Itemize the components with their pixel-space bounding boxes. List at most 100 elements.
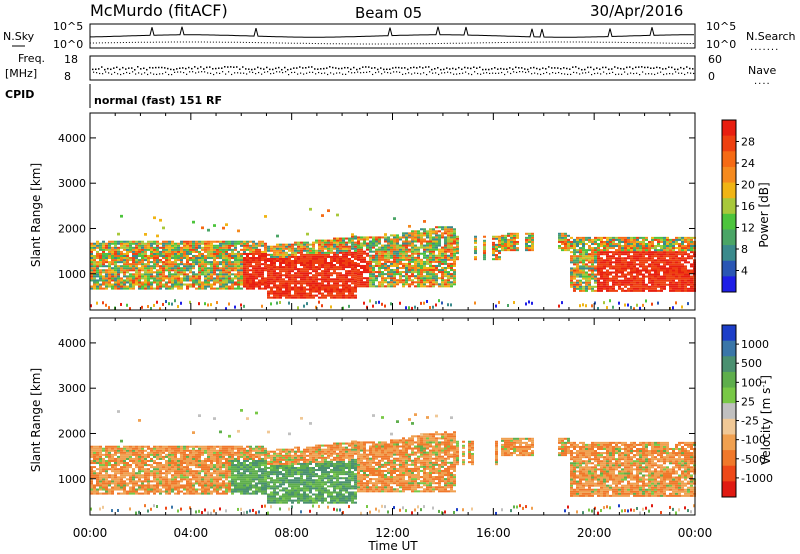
heatmap-cell <box>339 261 342 265</box>
heatmap-cell <box>390 273 393 276</box>
heatmap-cell <box>588 279 591 282</box>
heatmap-cell <box>636 273 639 276</box>
heatmap-cell <box>411 260 414 263</box>
heatmap-cell <box>393 264 396 267</box>
heatmap-cell <box>585 273 588 276</box>
heatmap-cell <box>210 246 213 249</box>
heatmap-cell <box>342 253 345 256</box>
heatmap-cell <box>168 287 171 290</box>
heatmap-cell <box>591 238 594 241</box>
heatmap-cell <box>114 244 117 247</box>
heatmap-cell <box>291 259 294 262</box>
heatmap-cell <box>651 289 654 292</box>
heatmap-cell <box>105 486 108 489</box>
colorbar-tick-label: 4 <box>741 265 748 278</box>
nave-point <box>195 72 197 74</box>
freq-point <box>383 68 385 71</box>
heatmap-cell <box>105 449 108 452</box>
heatmap-cell <box>330 292 333 295</box>
heatmap-cell <box>132 470 135 473</box>
heatmap-cell <box>210 265 213 268</box>
heatmap-cell <box>603 273 606 276</box>
heatmap-cell <box>132 254 135 258</box>
heatmap-cell <box>192 285 195 288</box>
heatmap-cell <box>156 265 159 268</box>
heatmap-cell <box>93 457 96 460</box>
heatmap-cell <box>381 236 384 239</box>
heatmap-cell <box>687 281 690 284</box>
heatmap-cell <box>225 250 228 253</box>
heatmap-cell <box>630 283 633 286</box>
heatmap-cell <box>288 266 291 269</box>
heatmap-cell <box>135 261 138 264</box>
heatmap-cell <box>501 236 504 239</box>
heatmap-cell <box>660 247 663 250</box>
heatmap-cell <box>192 281 195 284</box>
heatmap-cell <box>123 283 126 286</box>
heatmap-cell <box>384 279 387 282</box>
heatmap-cell <box>408 271 411 274</box>
heatmap-cell <box>450 230 453 233</box>
heatmap-cell <box>402 275 405 278</box>
heatmap-cell <box>420 275 423 278</box>
heatmap-cell <box>270 272 273 275</box>
heatmap-cell <box>570 242 573 246</box>
heatmap-cell <box>510 234 513 237</box>
heatmap-cell <box>99 275 102 278</box>
power-heatmap-cells <box>90 207 696 311</box>
heatmap-cell <box>336 255 339 258</box>
heatmap-cell <box>90 468 93 471</box>
heatmap-cell <box>672 263 675 266</box>
heatmap-cell <box>117 447 120 450</box>
heatmap-cell <box>606 255 609 258</box>
heatmap-cell <box>483 235 486 238</box>
heatmap-cell <box>285 270 288 273</box>
nave-point <box>663 73 665 76</box>
heatmap-cell <box>453 283 456 286</box>
heatmap-cell <box>672 253 675 256</box>
heatmap-cell <box>663 259 666 262</box>
nsky-tick-high: 10^5 <box>53 20 83 33</box>
heatmap-cell <box>636 245 639 248</box>
heatmap-cell <box>618 249 621 252</box>
heatmap-cell <box>264 242 267 245</box>
heatmap-cell <box>354 251 357 254</box>
heatmap-cell <box>315 239 318 242</box>
heatmap-cell <box>324 288 327 291</box>
freq-point <box>338 67 340 70</box>
heatmap-cell <box>441 254 444 257</box>
freq-point <box>290 68 292 70</box>
heatmap-cell <box>312 274 315 277</box>
heatmap-cell <box>678 257 681 260</box>
heatmap-cell <box>141 275 144 278</box>
heatmap-cell <box>441 258 444 261</box>
heatmap-cell <box>99 287 102 290</box>
nave-point <box>432 72 434 74</box>
nave-point <box>534 72 536 74</box>
heatmap-cell <box>156 271 159 274</box>
freq-point <box>524 68 526 70</box>
heatmap-cell <box>123 273 126 276</box>
heatmap-cell <box>360 285 363 288</box>
heatmap-cell <box>267 266 270 269</box>
heatmap-cell <box>438 252 441 255</box>
heatmap-cell <box>135 492 138 495</box>
heatmap-cell <box>180 254 183 258</box>
heatmap-cell <box>135 252 138 255</box>
heatmap-cell <box>621 287 624 290</box>
nave-point <box>324 72 326 74</box>
heatmap-cell <box>90 486 93 489</box>
heatmap-cell <box>135 484 138 487</box>
heatmap-cell <box>240 287 243 290</box>
heatmap-cell <box>93 455 96 458</box>
heatmap-cell <box>129 474 132 477</box>
heatmap-cell <box>342 292 345 295</box>
heatmap-cell <box>138 449 141 452</box>
nave-point <box>639 73 641 76</box>
nave-point <box>270 73 272 75</box>
heatmap-cell <box>135 269 138 272</box>
freq-point <box>98 68 100 70</box>
heatmap-cell <box>405 277 408 280</box>
nave-point <box>252 71 254 74</box>
heatmap-cell <box>342 296 345 299</box>
